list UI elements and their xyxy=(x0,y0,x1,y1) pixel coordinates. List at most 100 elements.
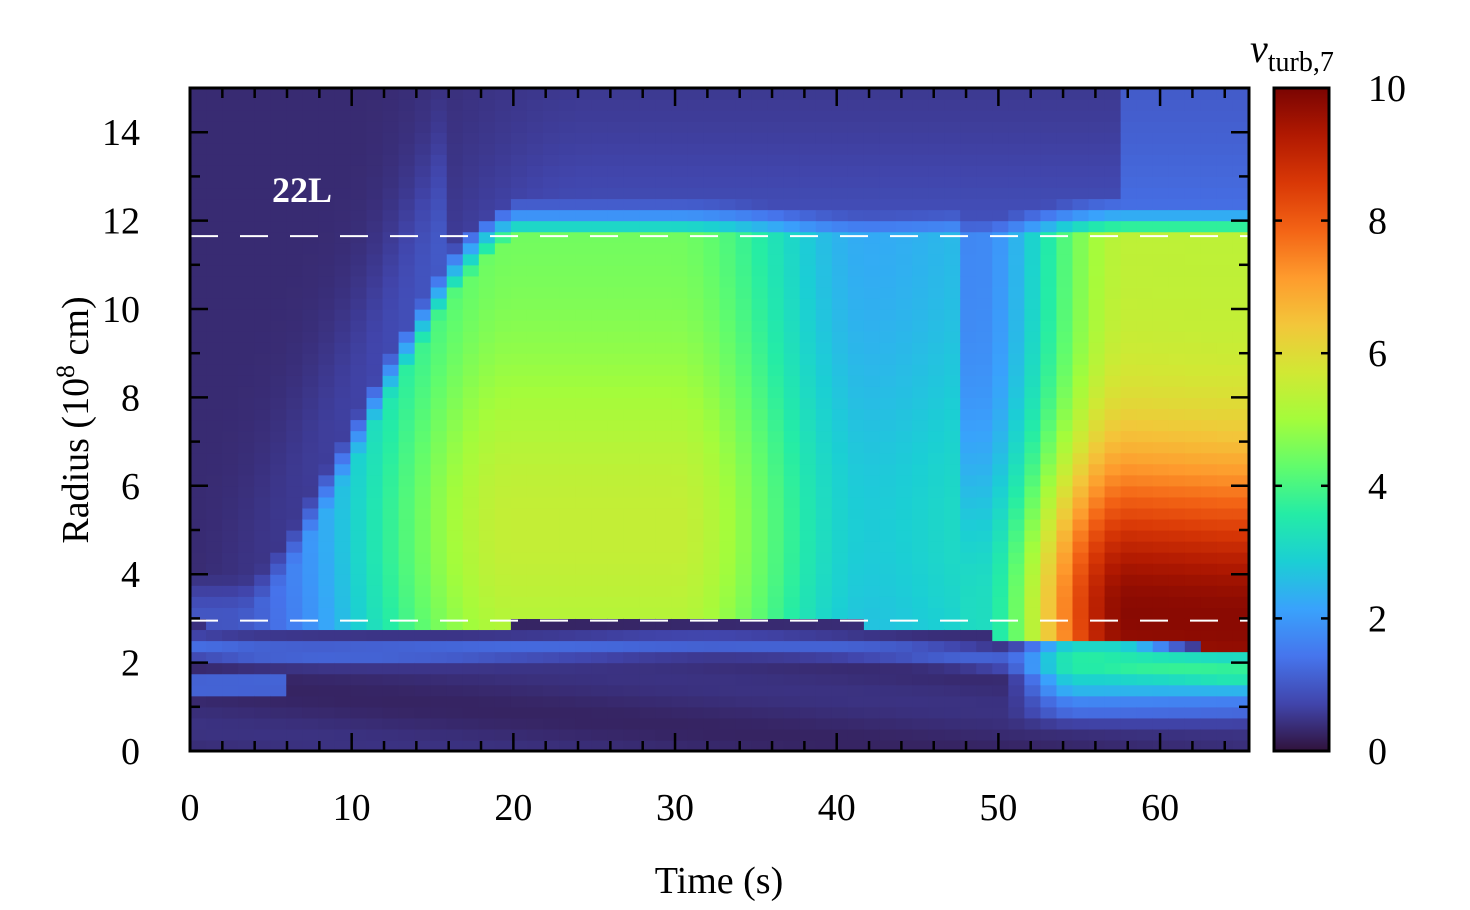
heatmap-cell xyxy=(1072,220,1090,233)
heatmap-cell xyxy=(639,474,656,487)
heatmap-cell xyxy=(703,717,721,730)
heatmap-cell xyxy=(607,297,624,310)
heatmap-cell xyxy=(478,563,496,575)
heatmap-cell xyxy=(1136,607,1154,619)
heatmap-cell xyxy=(1152,121,1170,133)
heatmap-cell xyxy=(462,463,480,476)
heatmap-cell xyxy=(751,629,769,642)
heatmap-cell xyxy=(687,452,705,465)
heatmap-cell xyxy=(815,209,833,222)
heatmap-cell xyxy=(1200,485,1218,498)
heatmap-cell xyxy=(350,563,368,575)
heatmap-cell xyxy=(526,518,544,531)
heatmap-cell xyxy=(206,518,223,531)
heatmap-cell xyxy=(1024,297,1042,310)
heatmap-cell xyxy=(286,331,303,343)
heatmap-cell xyxy=(896,552,913,564)
heatmap-cell xyxy=(270,474,287,487)
heatmap-cell xyxy=(510,452,528,465)
heatmap-cell xyxy=(1136,320,1154,332)
heatmap-cell xyxy=(863,331,881,343)
heatmap-cell xyxy=(334,739,352,751)
heatmap-cell xyxy=(414,651,432,664)
heatmap-cell xyxy=(976,518,993,531)
heatmap-cell xyxy=(831,673,849,686)
heatmap-cell xyxy=(366,463,384,476)
heatmap-cell xyxy=(510,596,528,608)
heatmap-cell xyxy=(703,629,721,642)
heatmap-cell xyxy=(575,618,592,631)
heatmap-cell xyxy=(863,662,881,675)
heatmap-cell xyxy=(1024,121,1042,133)
heatmap-cell xyxy=(1008,552,1025,564)
heatmap-cell xyxy=(206,353,223,365)
heatmap-cell xyxy=(912,121,929,133)
heatmap-cell xyxy=(655,408,672,421)
heatmap-cell xyxy=(575,309,592,321)
heatmap-cell xyxy=(944,684,961,697)
heatmap-cell xyxy=(863,320,881,332)
heatmap-cell xyxy=(494,253,512,266)
heatmap-cell xyxy=(928,684,945,697)
heatmap-cell xyxy=(767,231,785,244)
heatmap-cell xyxy=(783,397,801,410)
heatmap-cell xyxy=(270,596,287,608)
heatmap-cell xyxy=(912,474,929,487)
heatmap-cell xyxy=(815,309,833,321)
heatmap-cell xyxy=(575,99,592,111)
heatmap-cell xyxy=(1088,231,1106,244)
heatmap-cell xyxy=(735,209,753,222)
heatmap-cell xyxy=(382,132,400,144)
heatmap-cell xyxy=(446,309,464,321)
heatmap-cell xyxy=(896,275,913,288)
heatmap-cell xyxy=(1232,386,1249,398)
heatmap-cell xyxy=(591,651,608,664)
heatmap-cell xyxy=(799,99,817,111)
heatmap-cell xyxy=(944,121,961,133)
heatmap-cell xyxy=(254,375,271,387)
heatmap-cell xyxy=(896,651,913,664)
heatmap-cell xyxy=(1056,507,1074,520)
heatmap-cell xyxy=(398,342,416,354)
heatmap-cell xyxy=(1088,275,1106,288)
heatmap-cell xyxy=(510,684,528,697)
heatmap-cell xyxy=(655,309,672,321)
heatmap-cell xyxy=(687,209,705,222)
heatmap-cell xyxy=(494,264,512,277)
heatmap-cell xyxy=(687,353,705,365)
heatmap-cell xyxy=(462,507,480,520)
heatmap-cell xyxy=(575,640,592,653)
heatmap-cell xyxy=(623,176,640,189)
heatmap-cell xyxy=(1184,496,1202,509)
heatmap-cell xyxy=(671,684,689,697)
heatmap-cell xyxy=(591,706,608,719)
heatmap-cell xyxy=(366,154,384,166)
heatmap-cell xyxy=(414,640,432,653)
heatmap-cell xyxy=(190,143,207,155)
heatmap-cell xyxy=(1040,297,1058,310)
heatmap-cell xyxy=(928,88,945,100)
heatmap-cell xyxy=(960,132,977,144)
heatmap-cell xyxy=(767,485,785,498)
heatmap-cell xyxy=(430,99,448,111)
heatmap-cell xyxy=(1024,739,1042,751)
heatmap-cell xyxy=(430,541,448,553)
heatmap-cell xyxy=(623,419,640,432)
heatmap-cell xyxy=(928,397,945,410)
heatmap-cell xyxy=(607,198,624,211)
heatmap-cell xyxy=(1072,242,1090,255)
heatmap-cell xyxy=(1152,651,1170,664)
heatmap-cell xyxy=(719,485,737,498)
heatmap-cell xyxy=(703,507,721,520)
heatmap-cell xyxy=(1120,518,1138,531)
heatmap-cell xyxy=(543,706,560,719)
heatmap-cell xyxy=(703,430,721,443)
heatmap-cell xyxy=(591,375,608,387)
heatmap-cell xyxy=(430,154,448,166)
heatmap-cell xyxy=(1056,309,1074,321)
heatmap-cell xyxy=(526,342,544,354)
heatmap-cell xyxy=(1024,264,1042,277)
heatmap-cell xyxy=(703,596,721,608)
heatmap-cell xyxy=(286,297,303,310)
heatmap-cell xyxy=(206,253,223,266)
